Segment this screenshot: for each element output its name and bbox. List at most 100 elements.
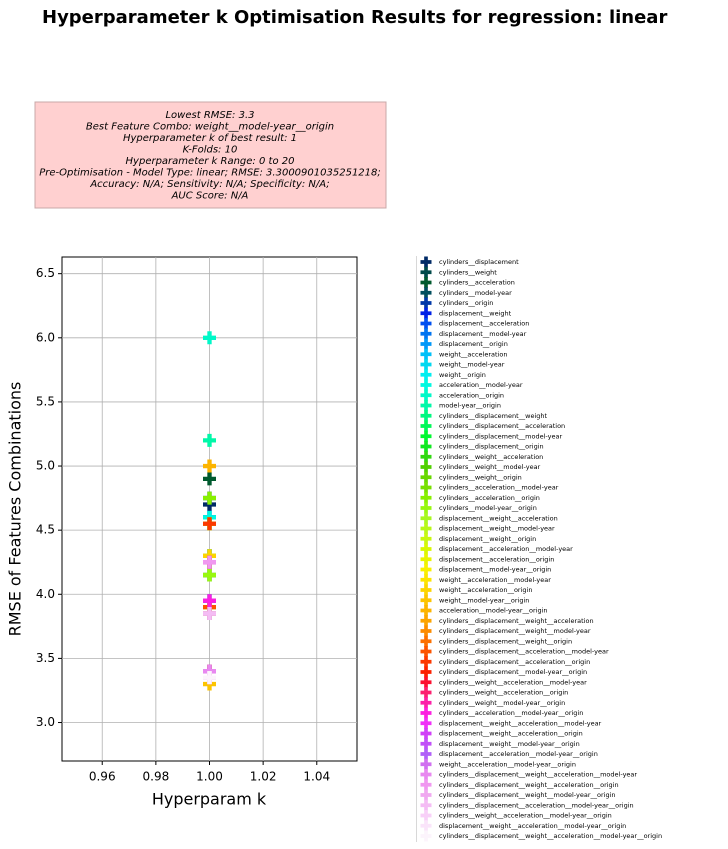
legend-marker <box>420 553 432 565</box>
legend-marker <box>420 728 432 739</box>
legend-marker <box>420 717 432 729</box>
legend-label: displacement__origin <box>439 340 508 348</box>
chart-title: Hyperparameter k Optimisation Results fo… <box>42 7 667 28</box>
x-axis-label: Hyperparam k <box>152 790 267 809</box>
legend-marker <box>420 543 432 555</box>
legend-marker <box>420 810 432 821</box>
legend-label: cylinders__displacement__weight__acceler… <box>439 832 662 840</box>
legend-marker <box>420 338 432 350</box>
legend-label: cylinders__weight__acceleration__origin <box>439 689 568 697</box>
legend-marker <box>420 400 432 411</box>
legend-marker <box>420 461 432 473</box>
legend-label: displacement__acceleration__model-year <box>439 545 573 553</box>
legend-marker <box>420 379 432 391</box>
legend-marker <box>420 646 432 657</box>
legend-label: cylinders__acceleration__model-year__ori… <box>439 709 583 717</box>
legend-label: displacement__weight__origin <box>439 535 536 543</box>
legend-label: cylinders__weight <box>439 268 497 276</box>
annotation-line: Hyperparameter k of best result: 1 <box>123 133 297 144</box>
legend-marker <box>420 482 432 493</box>
point <box>203 459 216 473</box>
legend-marker <box>420 748 432 760</box>
legend-marker <box>420 328 432 340</box>
legend-label: cylinders__weight__model-year__origin <box>439 699 565 707</box>
legend-label: weight__model-year <box>439 361 505 369</box>
y-tick-label: 4.5 <box>36 523 55 537</box>
legend-label: displacement__acceleration__model-year__… <box>439 750 598 758</box>
legend-label: displacement__weight__acceleration__mode… <box>439 719 602 727</box>
legend-label: cylinders__acceleration__origin <box>439 494 540 502</box>
legend-label: cylinders__displacement__weight__origin <box>439 637 572 645</box>
legend-marker <box>420 830 432 842</box>
legend-marker <box>420 625 432 637</box>
legend-marker <box>420 420 432 432</box>
legend-label: weight__acceleration__origin <box>439 586 532 594</box>
point <box>203 331 216 345</box>
legend-marker <box>420 266 432 278</box>
legend-label: cylinders__displacement__acceleration__m… <box>439 648 609 656</box>
annotation-line: Lowest RMSE: 3.3 <box>165 110 254 121</box>
legend-marker <box>420 676 432 688</box>
legend-label: cylinders__weight__acceleration <box>439 453 543 461</box>
y-tick-label: 6.5 <box>36 266 55 280</box>
annotation-line: Best Feature Combo: weight__model-year__… <box>86 122 334 133</box>
legend-marker <box>420 738 432 750</box>
legend-marker <box>420 615 432 627</box>
x-tick-label: 0.96 <box>89 770 116 784</box>
legend-label: cylinders__displacement__weight__acceler… <box>439 781 619 789</box>
point <box>203 433 216 447</box>
legend-marker <box>420 297 432 309</box>
legend-marker <box>420 410 432 422</box>
legend-marker <box>420 287 432 299</box>
legend-marker <box>420 256 432 268</box>
point <box>203 568 216 582</box>
legend-label: cylinders__displacement <box>439 258 519 266</box>
legend-label: cylinders__displacement__weight__model-y… <box>439 791 616 799</box>
x-tick-label: 0.98 <box>143 770 170 784</box>
point <box>203 472 216 486</box>
legend-label: displacement__weight__model-year__origin <box>439 740 580 748</box>
legend-marker <box>420 502 432 514</box>
legend-label: cylinders__origin <box>439 299 493 307</box>
legend-label: cylinders__displacement__model-year__ori… <box>439 668 587 676</box>
legend-label: displacement__acceleration__origin <box>439 555 554 563</box>
legend-label: cylinders__displacement__weight__acceler… <box>439 771 637 779</box>
annotation-box <box>34 101 387 209</box>
legend-label: displacement__model-year <box>439 330 527 338</box>
legend-label: cylinders__weight__acceleration__model-y… <box>439 678 587 686</box>
legend-label: displacement__weight__model-year <box>439 525 555 533</box>
legend-label: cylinders__displacement__origin <box>439 443 544 451</box>
legend-marker <box>420 779 432 791</box>
legend-label: weight__acceleration <box>439 350 507 358</box>
legend-label: displacement__weight__acceleration__mode… <box>439 822 626 830</box>
legend-marker <box>420 533 432 545</box>
legend-label: displacement__weight__acceleration <box>439 514 558 522</box>
legend-label: cylinders__displacement__model-year <box>439 432 562 440</box>
legend-marker <box>420 769 432 780</box>
annotation-line: Hyperparameter k Range: 0 to 20 <box>126 156 295 167</box>
legend-marker <box>420 584 432 596</box>
legend-marker <box>420 369 432 381</box>
legend-label: model-year__origin <box>439 402 501 410</box>
legend-marker <box>420 430 432 442</box>
legend-label: cylinders__model-year__origin <box>439 504 537 512</box>
legend-marker <box>420 799 432 811</box>
annotation-line: Pre-Optimisation - Model Type: linear; R… <box>39 168 381 179</box>
legend-marker <box>420 687 432 698</box>
y-tick-label: 5.5 <box>36 394 55 408</box>
y-tick-label: 3.0 <box>36 715 55 729</box>
y-tick-label: 6.0 <box>36 330 55 344</box>
legend-label: acceleration__origin <box>439 391 504 399</box>
x-tick-label: 1.00 <box>196 770 223 784</box>
legend-label: cylinders__displacement__acceleration__m… <box>439 801 634 809</box>
legend-label: weight__model-year__origin <box>439 596 529 604</box>
legend-marker <box>420 666 432 678</box>
legend-label: weight__acceleration__model-year <box>439 576 551 584</box>
legend-label: cylinders__displacement__acceleration <box>439 422 565 430</box>
legend-marker <box>420 471 432 483</box>
point <box>203 607 216 621</box>
legend-marker <box>420 512 432 524</box>
x-tick-label: 1.04 <box>303 770 330 784</box>
y-tick-label: 4.0 <box>36 587 55 601</box>
